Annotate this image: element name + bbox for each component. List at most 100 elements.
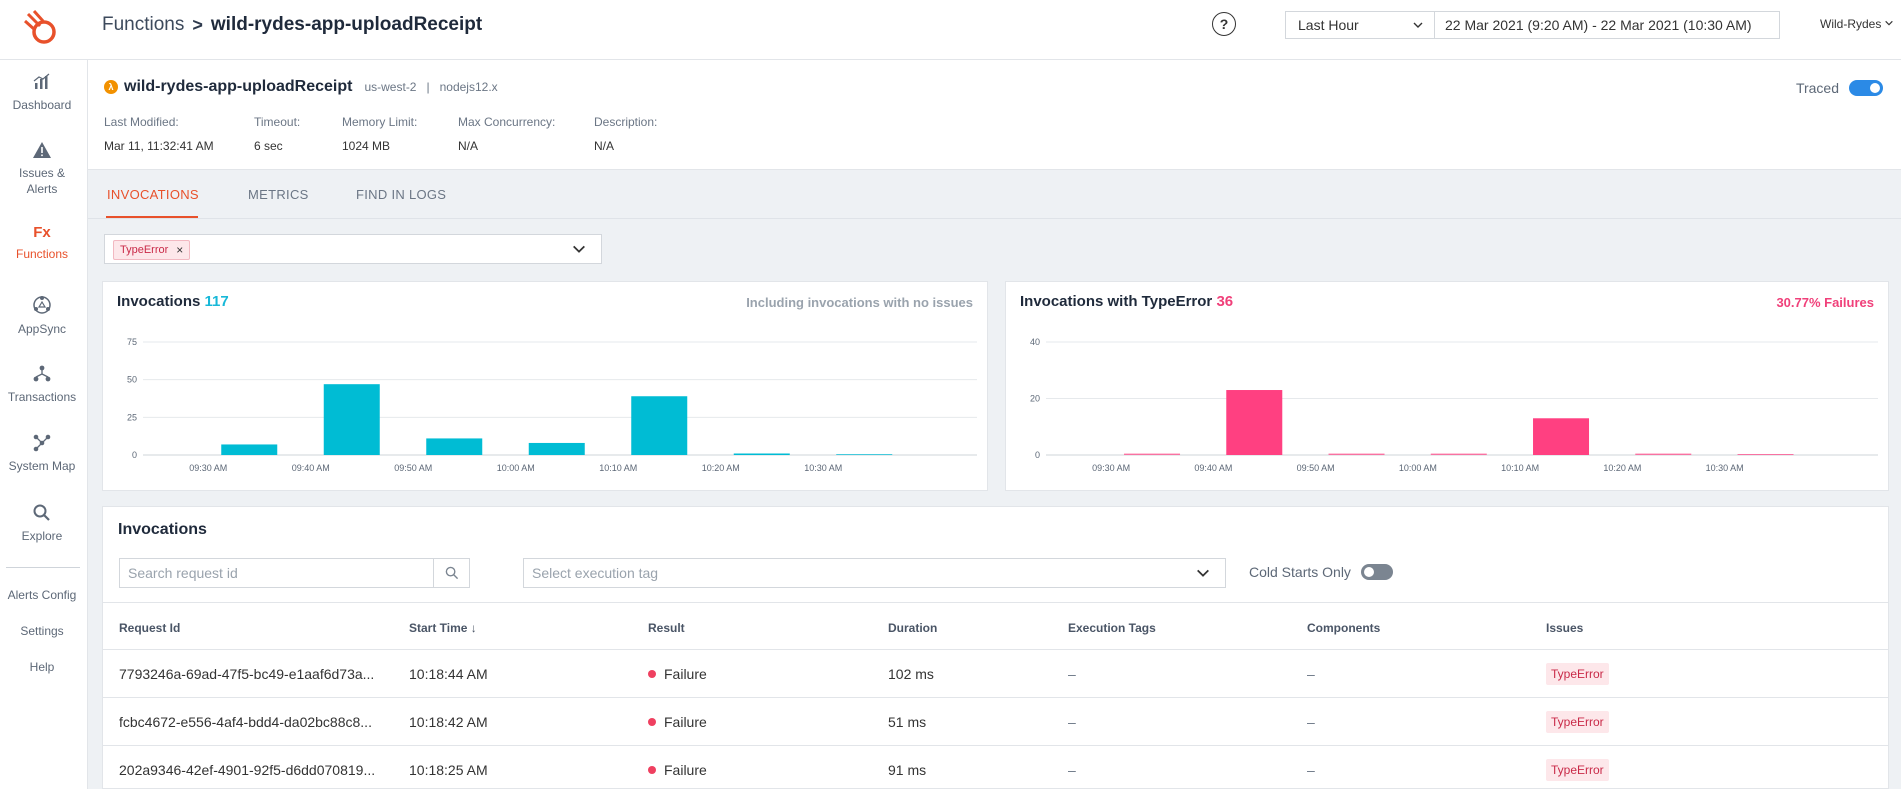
chart-bar[interactable] bbox=[836, 454, 893, 455]
lumigo-logo-icon[interactable] bbox=[22, 8, 62, 48]
account-switcher[interactable]: Wild-Rydes bbox=[1820, 17, 1894, 31]
cell-start-time: 10:18:44 AM bbox=[409, 666, 488, 682]
x-tick-label: 09:40 AM bbox=[292, 463, 330, 473]
breadcrumb-functions-link[interactable]: Functions bbox=[102, 14, 185, 35]
x-tick-label: 09:40 AM bbox=[1194, 463, 1232, 473]
sidebar-item-transactions[interactable]: Transactions bbox=[0, 364, 84, 404]
issue-badge[interactable]: TypeError bbox=[1546, 711, 1609, 733]
chart-bar[interactable] bbox=[1533, 418, 1590, 455]
tab-invocations[interactable]: INVOCATIONS bbox=[107, 187, 199, 202]
cell-result: Failure bbox=[648, 714, 707, 730]
help-button[interactable]: ? bbox=[1212, 12, 1236, 36]
x-tick-label: 10:00 AM bbox=[1399, 463, 1437, 473]
sidebar-item-system-map[interactable]: System Map bbox=[0, 433, 84, 473]
table-row[interactable]: 7793246a-69ad-47f5-bc49-e1aaf6d73a... 10… bbox=[103, 650, 1888, 698]
cell-duration: 51 ms bbox=[888, 714, 927, 730]
request-id-search bbox=[119, 558, 470, 588]
table-row[interactable]: 202a9346-42ef-4901-92f5-d6dd070819... 10… bbox=[103, 746, 1888, 789]
time-range-value: Last Hour bbox=[1298, 17, 1359, 33]
cold-starts-toggle[interactable] bbox=[1360, 564, 1393, 580]
sidebar-item-explore[interactable]: Explore bbox=[0, 503, 84, 543]
chart-bar[interactable] bbox=[1328, 453, 1385, 455]
breadcrumb: Functions > wild-rydes-app-uploadReceipt bbox=[102, 14, 482, 36]
issue-badge[interactable]: TypeError bbox=[1546, 663, 1609, 685]
cell-duration: 102 ms bbox=[888, 666, 934, 682]
issue-filter-select[interactable]: TypeError × bbox=[104, 234, 602, 264]
x-tick-label: 10:00 AM bbox=[497, 463, 535, 473]
search-icon bbox=[33, 504, 50, 521]
column-header-start-time[interactable]: Start Time ↓ bbox=[409, 621, 477, 635]
sidebar-link-alerts-config[interactable]: Alerts Config bbox=[7, 588, 77, 602]
filter-chip-typeerror: TypeError × bbox=[113, 240, 191, 260]
cell-request-id: 202a9346-42ef-4901-92f5-d6dd070819... bbox=[119, 762, 376, 778]
sidebar-item-issues-alerts[interactable]: Issues & Alerts bbox=[0, 140, 84, 196]
meta-last-modified: Last Modified: Mar 11, 11:32:41 AM bbox=[104, 115, 214, 153]
sidebar-item-label: Explore bbox=[21, 529, 63, 543]
chart-bar[interactable] bbox=[221, 444, 278, 455]
chart-bar[interactable] bbox=[733, 453, 790, 455]
tab-metrics[interactable]: METRICS bbox=[248, 187, 309, 202]
sidebar-item-label: Transactions bbox=[7, 390, 77, 404]
sidebar-item-appsync[interactable]: AppSync bbox=[0, 294, 84, 336]
x-tick-label: 10:20 AM bbox=[1603, 463, 1641, 473]
table-header: Request Id Start Time ↓ Result Duration … bbox=[103, 602, 1888, 650]
y-tick-label: 20 bbox=[1030, 394, 1040, 404]
cell-execution-tags: – bbox=[1068, 762, 1076, 778]
sidebar-divider bbox=[6, 567, 80, 568]
meta-value: 1024 MB bbox=[342, 139, 391, 153]
execution-tag-select[interactable]: Select execution tag bbox=[523, 558, 1226, 588]
x-tick-label: 09:30 AM bbox=[1092, 463, 1130, 473]
close-icon[interactable]: × bbox=[176, 243, 184, 257]
cell-request-id: 7793246a-69ad-47f5-bc49-e1aaf6d73a... bbox=[119, 666, 375, 682]
column-header-duration: Duration bbox=[888, 621, 938, 635]
execution-tag-placeholder: Select execution tag bbox=[532, 565, 659, 581]
column-header-result: Result bbox=[648, 621, 685, 635]
chart-bar[interactable] bbox=[528, 442, 585, 455]
meta-label: Last Modified: bbox=[104, 115, 179, 129]
breadcrumb-current: wild-rydes-app-uploadReceipt bbox=[210, 14, 483, 35]
sidebar-link-settings[interactable]: Settings bbox=[20, 624, 64, 638]
typeerror-chart-card: Invocations with TypeError 36 30.77% Fai… bbox=[1005, 281, 1889, 491]
chart-count: 117 bbox=[204, 293, 229, 310]
failure-dot-icon bbox=[648, 670, 656, 678]
chevron-down-icon bbox=[1885, 20, 1894, 26]
chart-title-text: Invocations bbox=[117, 293, 201, 310]
chart-bar[interactable] bbox=[323, 384, 380, 455]
meta-description: Description: N/A bbox=[594, 115, 657, 153]
sidebar-item-dashboard[interactable]: Dashboard bbox=[0, 72, 84, 112]
function-name: wild-rydes-app-uploadReceipt bbox=[124, 78, 353, 95]
cell-components: – bbox=[1307, 714, 1315, 730]
date-range-picker[interactable]: 22 Mar 2021 (9:20 AM) - 22 Mar 2021 (10:… bbox=[1434, 11, 1780, 39]
cell-start-time: 10:18:42 AM bbox=[409, 714, 488, 730]
chart-bar[interactable] bbox=[426, 438, 483, 455]
traced-toggle[interactable] bbox=[1849, 80, 1883, 96]
cell-duration: 91 ms bbox=[888, 762, 927, 778]
y-tick-label: 40 bbox=[1030, 337, 1040, 347]
chart-bar[interactable] bbox=[631, 396, 688, 455]
search-button[interactable] bbox=[433, 559, 469, 587]
chevron-down-icon bbox=[1197, 569, 1209, 577]
meta-value: 6 sec bbox=[254, 139, 283, 153]
function-region: us-west-2 bbox=[364, 80, 417, 94]
chart-bar[interactable] bbox=[1226, 390, 1283, 455]
lambda-icon: λ bbox=[104, 80, 118, 94]
failure-dot-icon bbox=[648, 766, 656, 774]
function-runtime: nodejs12.x bbox=[439, 80, 498, 94]
tab-find-in-logs[interactable]: FIND IN LOGS bbox=[356, 187, 447, 202]
table-row[interactable]: fcbc4672-e556-4af4-bdd4-da02bc88c8... 10… bbox=[103, 698, 1888, 746]
search-input[interactable] bbox=[120, 559, 430, 587]
appsync-icon bbox=[33, 296, 51, 314]
tabs: INVOCATIONS METRICS FIND IN LOGS bbox=[88, 170, 1901, 219]
search-icon bbox=[445, 566, 458, 580]
sidebar-item-label: AppSync bbox=[17, 322, 67, 336]
chart-bar[interactable] bbox=[1635, 453, 1692, 455]
sidebar-item-functions[interactable]: Fx Functions bbox=[0, 224, 84, 261]
sidebar-link-help[interactable]: Help bbox=[29, 660, 55, 674]
chart-bar[interactable] bbox=[1430, 453, 1487, 455]
chart-bar[interactable] bbox=[1124, 453, 1181, 455]
issue-badge[interactable]: TypeError bbox=[1546, 759, 1609, 781]
chart-title: Invocations 117 bbox=[117, 293, 229, 310]
time-range-select[interactable]: Last Hour bbox=[1285, 11, 1435, 39]
chart-bar[interactable] bbox=[1737, 454, 1794, 455]
result-text: Failure bbox=[664, 714, 707, 730]
